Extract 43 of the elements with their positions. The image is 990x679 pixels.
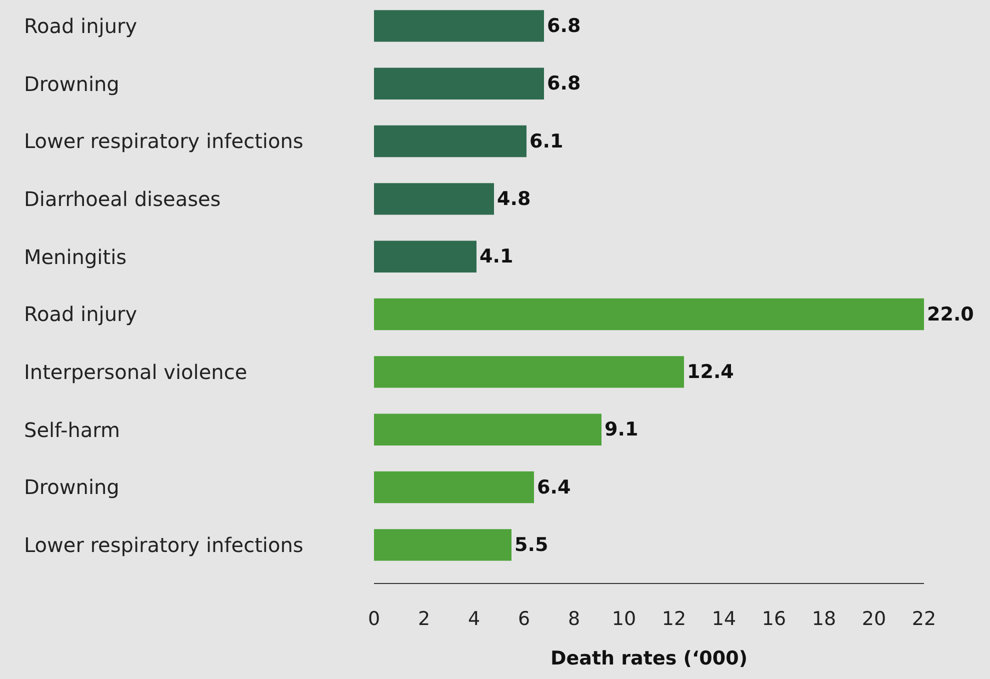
x-tick-label: 0 — [368, 608, 380, 630]
x-tick-label: 12 — [662, 608, 686, 630]
x-tick-label: 22 — [912, 608, 936, 630]
x-tick-label: 6 — [518, 608, 530, 630]
x-tick-label: 18 — [812, 608, 836, 630]
x-axis-title: Death rates (‘000) — [550, 648, 748, 670]
y-tick-label: Lower respiratory infections — [24, 533, 304, 557]
data-label: 6.4 — [537, 476, 571, 498]
x-tick-label: 20 — [862, 608, 886, 630]
y-tick-label: Lower respiratory infections — [24, 129, 304, 153]
bar — [374, 529, 512, 561]
x-tick-label: 10 — [612, 608, 636, 630]
y-tick-label: Interpersonal violence — [24, 360, 248, 384]
data-label: 22.0 — [927, 303, 974, 326]
y-tick-label: Drowning — [24, 475, 120, 499]
bar — [374, 356, 684, 388]
y-tick-label: Meningitis — [24, 245, 127, 269]
bar — [374, 298, 924, 330]
y-tick-label: Diarrhoeal diseases — [24, 187, 221, 211]
y-tick-label: Self-harm — [24, 418, 120, 442]
y-tick-label: Road injury — [24, 14, 138, 38]
bar — [374, 240, 476, 272]
bar — [374, 183, 494, 215]
x-tick-label: 2 — [418, 608, 430, 630]
data-label: 4.1 — [480, 246, 514, 268]
bar — [374, 10, 544, 42]
bar — [374, 125, 526, 158]
y-tick-label: Drowning — [24, 72, 120, 96]
bar — [374, 471, 534, 504]
data-label: 6.8 — [547, 72, 581, 95]
data-label: 6.1 — [530, 130, 564, 152]
data-label: 9.1 — [604, 418, 638, 441]
x-tick-label: 4 — [468, 608, 480, 630]
data-label: 5.5 — [514, 534, 548, 556]
data-label: 6.8 — [547, 14, 581, 37]
x-tick-label: 14 — [712, 608, 736, 630]
data-label: 4.8 — [497, 188, 531, 210]
bar — [374, 414, 602, 446]
bar — [374, 68, 544, 100]
data-label: 12.4 — [687, 360, 734, 383]
y-tick-label: Road injury — [24, 302, 138, 326]
x-tick-label: 16 — [762, 608, 786, 630]
x-tick-label: 8 — [568, 608, 580, 630]
